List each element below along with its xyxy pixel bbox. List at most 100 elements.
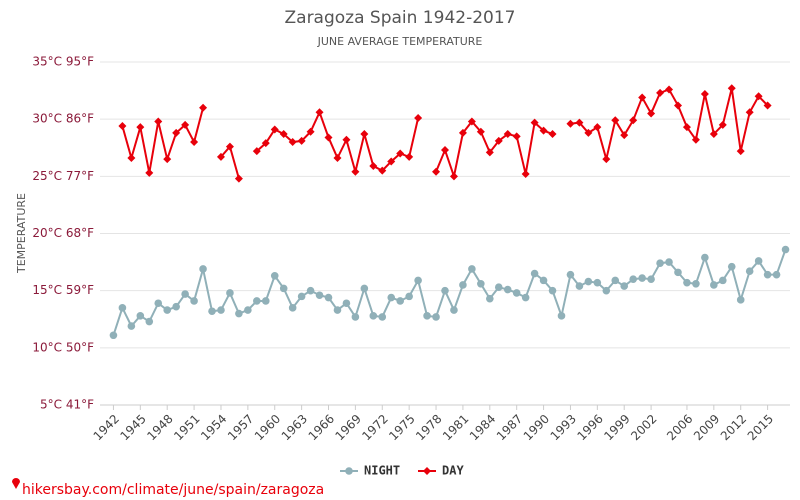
point — [449, 172, 458, 181]
point — [306, 127, 315, 136]
point — [459, 281, 467, 289]
point — [270, 272, 279, 280]
point — [441, 286, 449, 295]
point — [656, 88, 665, 97]
point — [225, 142, 234, 151]
point — [396, 149, 405, 158]
point — [656, 259, 664, 268]
point — [629, 116, 638, 125]
point — [369, 162, 378, 171]
point — [136, 123, 145, 132]
point — [584, 277, 593, 286]
point — [199, 103, 208, 112]
x-tick-label: 2006 — [664, 412, 695, 443]
point — [414, 276, 422, 285]
point — [253, 297, 261, 305]
point — [485, 148, 494, 157]
point — [315, 108, 324, 117]
x-tick-label: 2012 — [718, 412, 749, 443]
legend-marker — [423, 467, 431, 475]
chart-title: Zaragoza Spain 1942-2017 — [285, 8, 516, 28]
point — [503, 130, 512, 139]
point — [145, 168, 154, 177]
x-tick-label: 1996 — [574, 412, 605, 443]
point — [163, 306, 172, 314]
point — [539, 276, 548, 285]
point — [279, 284, 288, 293]
point — [647, 109, 656, 118]
x-tick-label: 1960 — [252, 412, 283, 443]
point — [494, 136, 503, 145]
point — [467, 117, 476, 126]
point — [118, 122, 127, 131]
x-tick-label: 1966 — [306, 412, 337, 443]
legend-marker — [345, 467, 353, 475]
point — [530, 269, 539, 278]
point — [154, 117, 163, 126]
point — [665, 258, 673, 266]
point — [611, 116, 620, 125]
point — [288, 304, 297, 312]
legend-label: DAY — [442, 464, 464, 478]
point — [593, 278, 602, 287]
point — [387, 293, 396, 302]
point — [405, 152, 414, 161]
point — [216, 152, 225, 161]
series-line — [112, 249, 787, 336]
x-tick-label: 1978 — [413, 412, 444, 443]
point — [270, 125, 279, 134]
point — [306, 286, 315, 295]
point — [512, 132, 521, 141]
point — [127, 154, 136, 163]
point — [566, 270, 575, 279]
point — [432, 313, 440, 321]
point — [638, 274, 646, 282]
y-tick-label: 20°C 68°F — [32, 226, 94, 240]
point — [674, 268, 682, 277]
point — [476, 127, 485, 136]
point — [477, 280, 485, 288]
point — [432, 167, 441, 176]
point — [548, 286, 557, 295]
y-tick-label: 25°C 77°F — [32, 169, 94, 183]
point — [324, 293, 333, 302]
point — [647, 275, 655, 284]
point — [593, 123, 602, 132]
point — [217, 306, 225, 314]
point — [324, 133, 333, 142]
footer-link[interactable]: hikersbay.com/climate/june/spain/zaragoz… — [22, 482, 324, 498]
x-tick-label: 1945 — [117, 412, 148, 443]
point — [360, 130, 369, 139]
point — [234, 174, 243, 183]
point — [718, 120, 727, 129]
point — [718, 276, 727, 285]
point — [252, 147, 261, 156]
point — [109, 331, 118, 340]
point — [754, 92, 763, 101]
point — [378, 313, 387, 321]
x-tick-label: 1951 — [171, 412, 202, 443]
point — [181, 120, 190, 129]
point — [342, 299, 351, 308]
point — [288, 138, 297, 147]
point — [145, 317, 154, 326]
point — [700, 90, 709, 99]
point — [297, 136, 306, 145]
point — [727, 84, 736, 93]
x-tick-label: 1999 — [601, 412, 632, 443]
point — [638, 93, 647, 102]
point — [584, 128, 593, 137]
point — [396, 297, 404, 305]
point — [701, 253, 709, 262]
point — [261, 139, 270, 148]
x-tick-label: 1993 — [548, 412, 579, 443]
point — [387, 157, 396, 166]
x-tick-label: 1981 — [440, 412, 471, 443]
point — [736, 147, 745, 156]
point — [163, 155, 172, 164]
point — [602, 286, 611, 295]
x-tick-label: 1969 — [332, 412, 363, 443]
y-axis-label: TEMPERATURE — [15, 193, 28, 274]
point — [342, 135, 351, 144]
